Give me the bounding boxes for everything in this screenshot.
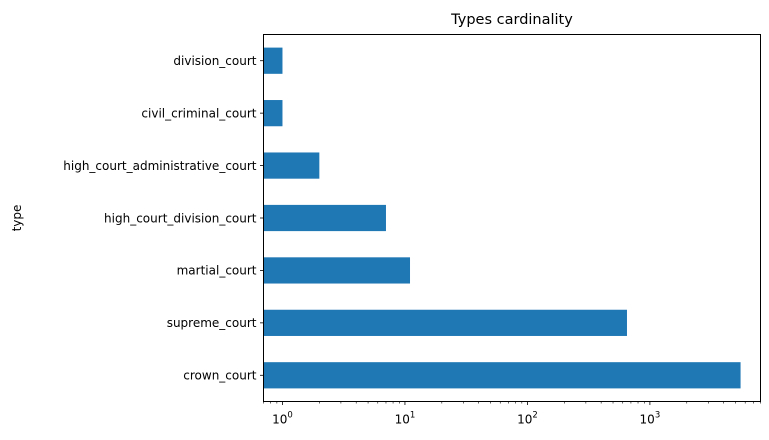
x-tick-label: 100 bbox=[272, 411, 293, 427]
bar-martial_court bbox=[263, 257, 411, 284]
bar-crown_court bbox=[263, 362, 741, 389]
y-tick-label-crown_court: crown_court bbox=[183, 369, 257, 383]
x-tick-label: 102 bbox=[517, 411, 538, 427]
y-axis-label: type bbox=[10, 205, 24, 232]
bar-civil_criminal_court bbox=[263, 100, 283, 127]
bar-supreme_court bbox=[263, 309, 627, 336]
x-ticks-group: 100 101 102 103 bbox=[263, 401, 761, 427]
y-tick-label-supreme_court: supreme_court bbox=[167, 316, 257, 330]
chart-title: Types cardinality bbox=[450, 12, 573, 28]
bar-high_court_division_court bbox=[263, 204, 386, 232]
bar-high_court_administrative_court bbox=[263, 152, 320, 179]
y-tick-label-high_court_division_court: high_court_division_court bbox=[104, 211, 257, 225]
y-tick-label-civil_criminal_court: civil_criminal_court bbox=[141, 106, 256, 120]
y-tick-label-division_court: division_court bbox=[173, 54, 256, 68]
bar-division_court bbox=[263, 47, 283, 74]
plot-frame bbox=[263, 34, 761, 402]
y-ticks-group: crown_court supreme_court martial_court hig… bbox=[63, 54, 264, 383]
x-tick-label: 101 bbox=[395, 411, 416, 427]
x-tick-label: 103 bbox=[640, 411, 661, 427]
y-tick-label-high_court_administrative_court: high_court_administrative_court bbox=[63, 159, 257, 173]
bars-group bbox=[263, 47, 741, 389]
y-tick-label-martial_court: martial_court bbox=[177, 264, 257, 278]
